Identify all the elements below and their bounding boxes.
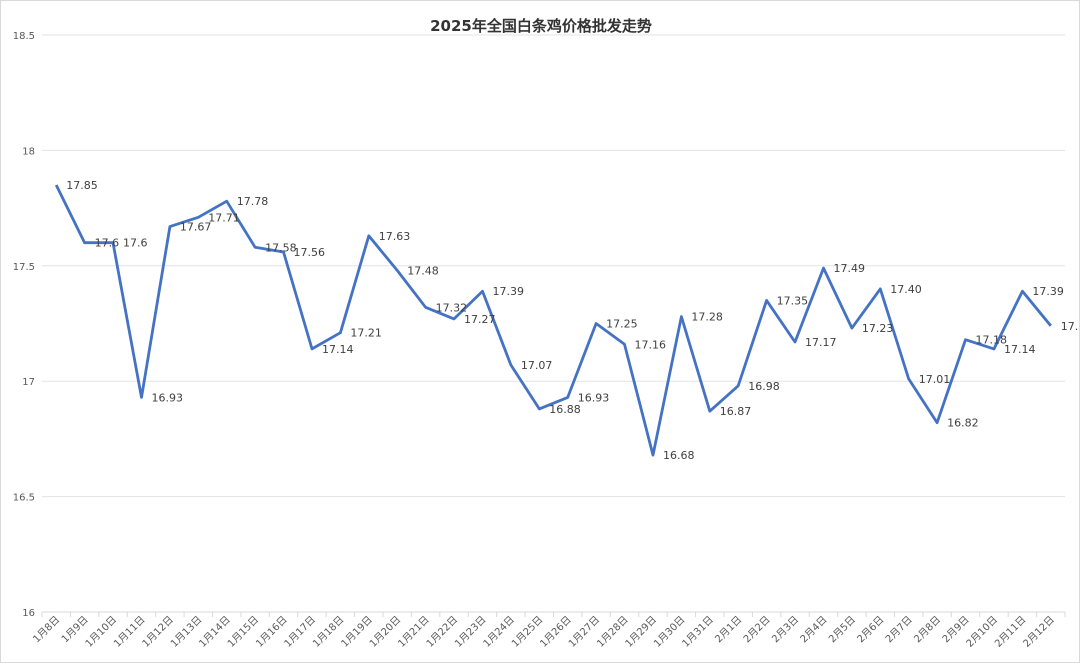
data-label: 17.39: [1032, 285, 1064, 298]
data-label: 17.25: [606, 318, 638, 331]
x-tick-label: 2月4日: [798, 614, 830, 646]
data-label: 17.39: [492, 285, 524, 298]
data-label: 17.63: [379, 230, 411, 243]
data-label: 16.93: [151, 391, 183, 404]
x-tick-label: 2月7日: [883, 614, 915, 646]
data-label: 17.01: [919, 373, 951, 386]
data-label: 17.49: [833, 262, 865, 275]
data-label: 16.98: [748, 380, 780, 393]
data-label: 17.6: [123, 237, 147, 250]
data-label: 17.32: [436, 301, 468, 314]
data-label: 17.67: [180, 221, 212, 234]
y-tick-label: 16: [22, 608, 35, 619]
data-label: 17.18: [976, 334, 1008, 347]
data-label: 17.28: [691, 311, 723, 324]
x-tick-label: 1月8日: [31, 614, 63, 646]
data-label: 17.40: [890, 283, 922, 296]
x-tick-label: 2月6日: [855, 614, 887, 646]
data-label: 17.6: [95, 237, 120, 250]
data-label: 17.71: [208, 211, 240, 224]
y-tick-label: 16.5: [13, 493, 35, 504]
data-label: 16.93: [578, 391, 610, 404]
x-tick-label: 2月5日: [826, 614, 858, 646]
data-label: 16.87: [720, 405, 752, 418]
data-label: 17.07: [521, 359, 553, 372]
series-line: [54, 184, 1052, 457]
data-label: 16.82: [947, 417, 979, 430]
x-tick-label: 2月12日: [1021, 614, 1057, 650]
x-tick-label: 2月3日: [770, 614, 802, 646]
y-tick-label: 18.5: [13, 31, 35, 42]
data-label: 16.88: [549, 403, 581, 416]
data-label: 17.56: [294, 246, 326, 259]
data-label: 17.21: [350, 327, 382, 340]
data-label: 17.23: [862, 322, 894, 335]
data-label: 17.48: [407, 264, 439, 277]
x-tick-label: 2月8日: [912, 614, 944, 646]
series-polyline: [54, 184, 1052, 457]
x-axis-ticks: 1月8日1月9日1月10日1月11日1月12日1月13日1月14日1月15日1月…: [31, 611, 1066, 650]
y-tick-label: 17: [22, 377, 35, 388]
data-label: 16.68: [663, 449, 695, 462]
x-tick-label: 2月2日: [741, 614, 773, 646]
data-label: 17.58: [265, 241, 297, 254]
data-label: 17.85: [66, 179, 98, 192]
x-tick-label: 2月1日: [713, 614, 745, 646]
y-axis-ticks: 16 16.5 17 17.5 18 18.5: [13, 31, 35, 619]
data-label: 17.17: [805, 336, 837, 349]
chart-title: 2025年全国白条鸡价格批发走势: [430, 17, 652, 35]
gridlines: [42, 34, 1065, 613]
data-label: 17.78: [237, 195, 268, 208]
data-label: 17.27: [464, 313, 496, 326]
x-tick-label: 1月31日: [680, 614, 716, 650]
data-label: 17.14: [1004, 343, 1035, 356]
data-label: 17.16: [635, 338, 667, 351]
data-label: 17.35: [777, 294, 809, 307]
data-label: 17.24: [1061, 320, 1079, 333]
y-tick-label: 18: [22, 146, 35, 157]
y-tick-label: 17.5: [13, 262, 35, 273]
data-label: 17.14: [322, 343, 354, 356]
